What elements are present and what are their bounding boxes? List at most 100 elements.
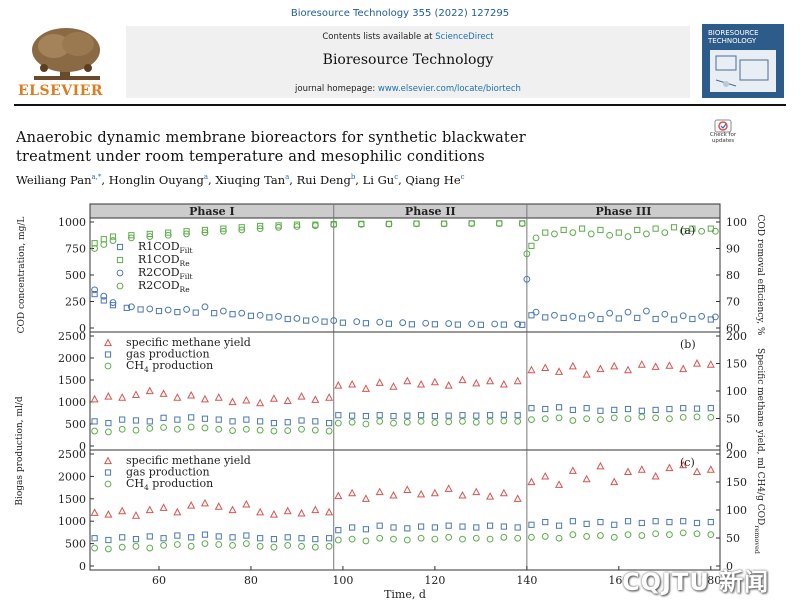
check-for-updates-badge[interactable]: Check for updates xyxy=(704,118,742,148)
data-point xyxy=(679,414,687,421)
data-point xyxy=(707,414,715,421)
data-point xyxy=(431,412,438,420)
author-affiliation[interactable]: a xyxy=(203,173,209,182)
legend-marker xyxy=(103,338,113,347)
author-name[interactable]: Xiuqing Tan xyxy=(215,173,286,187)
author-name[interactable]: Weiliang Pan xyxy=(16,173,92,187)
data-point xyxy=(123,304,130,311)
data-point xyxy=(312,418,319,425)
data-point xyxy=(165,229,172,236)
author-name[interactable]: Honglin Ouyang xyxy=(108,173,204,187)
legend-marker xyxy=(116,243,124,251)
panel-tag: (b) xyxy=(680,338,696,351)
author-name[interactable]: Qiang He xyxy=(405,173,461,187)
data-point xyxy=(698,227,706,235)
data-point xyxy=(284,534,291,541)
data-point xyxy=(459,412,466,419)
y2-tick-label: 0 xyxy=(726,440,733,453)
data-point xyxy=(192,309,199,316)
x-tick-label: 120 xyxy=(424,574,445,587)
data-point xyxy=(91,286,98,294)
data-point xyxy=(513,376,522,385)
data-point xyxy=(311,505,320,514)
data-point xyxy=(242,425,250,433)
legend-marker xyxy=(104,480,112,488)
legend-label: R2CODFilt xyxy=(138,266,193,281)
elsevier-logo[interactable]: ELSEVIER xyxy=(14,24,120,100)
legend-label-text: CH xyxy=(126,477,144,490)
data-point xyxy=(376,534,384,542)
data-point xyxy=(431,535,439,543)
data-point xyxy=(187,423,195,431)
data-point xyxy=(652,530,660,538)
data-point xyxy=(104,510,113,518)
data-point xyxy=(201,229,209,236)
author-affiliation[interactable]: c xyxy=(460,173,465,182)
data-point xyxy=(164,231,172,239)
data-point xyxy=(417,489,426,498)
journal-cover-image[interactable]: BIORESOURCE TECHNOLOGY xyxy=(702,24,784,98)
data-point xyxy=(413,220,420,228)
data-point xyxy=(119,534,126,541)
data-point xyxy=(527,365,536,374)
data-point xyxy=(651,362,660,370)
author-affiliation[interactable]: b xyxy=(350,173,356,182)
data-point xyxy=(582,370,591,378)
author-name[interactable]: Li Gu xyxy=(362,173,395,187)
data-point xyxy=(623,365,633,374)
data-point xyxy=(220,225,227,232)
legend-label: specific methane yield xyxy=(126,336,251,349)
data-point xyxy=(297,392,306,400)
data-point xyxy=(311,222,319,230)
data-point xyxy=(385,220,393,228)
data-point xyxy=(201,424,209,432)
data-point xyxy=(100,241,108,248)
data-point xyxy=(325,542,333,550)
data-point xyxy=(390,419,397,427)
author-affiliation[interactable]: c xyxy=(394,173,399,182)
data-point xyxy=(298,542,305,550)
homepage-link[interactable]: www.elsevier.com/locate/biortech xyxy=(377,84,521,94)
legend-label-text: CH xyxy=(126,359,144,372)
author-affiliation[interactable]: a,* xyxy=(91,173,102,182)
data-point xyxy=(146,233,154,240)
title-line-1: Anaerobic dynamic membrane bioreactors f… xyxy=(16,130,526,146)
data-point xyxy=(311,426,319,434)
data-point xyxy=(127,234,135,242)
author-affiliation[interactable]: a xyxy=(285,173,290,182)
data-point xyxy=(519,321,526,328)
data-point xyxy=(325,427,333,435)
journal-header: ELSEVIER Contents lists available at Sci… xyxy=(14,24,786,102)
journal-citation[interactable]: Bioresource Technology 355 (2022) 127295 xyxy=(290,8,510,19)
journal-name[interactable]: Bioresource Technology xyxy=(322,52,494,68)
data-point xyxy=(666,531,673,539)
data-point xyxy=(693,530,701,538)
data-point xyxy=(712,313,719,321)
data-point xyxy=(132,417,140,424)
data-point xyxy=(666,518,673,526)
data-point xyxy=(187,501,196,509)
author-list: Weiliang Pana,*, Honglin Ouyanga, Xiuqin… xyxy=(16,173,465,187)
legend-label: R1CODRe xyxy=(138,253,190,268)
panel-tag: (a) xyxy=(680,224,695,237)
data-point xyxy=(569,406,576,414)
author-name[interactable]: Rui Deng xyxy=(296,173,351,187)
sciencedirect-link[interactable]: ScienceDirect xyxy=(435,32,494,42)
data-point xyxy=(174,532,181,539)
y-axis-label: COD concentration, mg/L xyxy=(17,217,27,334)
y2-tick-label: 90 xyxy=(726,243,740,256)
data-point xyxy=(160,535,167,542)
y2-tick-label: 60 xyxy=(726,322,740,335)
data-point xyxy=(661,229,669,236)
data-point xyxy=(500,523,507,530)
data-point xyxy=(523,250,531,258)
data-point xyxy=(201,303,209,311)
data-point xyxy=(551,311,558,319)
legend-label-text: R2COD xyxy=(138,266,180,279)
data-point xyxy=(637,360,646,368)
data-point xyxy=(146,425,154,432)
figure-chart: Phase I Phase II Phase III0250500750100060… xyxy=(15,203,765,600)
data-point xyxy=(375,378,384,386)
data-point xyxy=(597,407,604,414)
data-point xyxy=(348,535,356,543)
